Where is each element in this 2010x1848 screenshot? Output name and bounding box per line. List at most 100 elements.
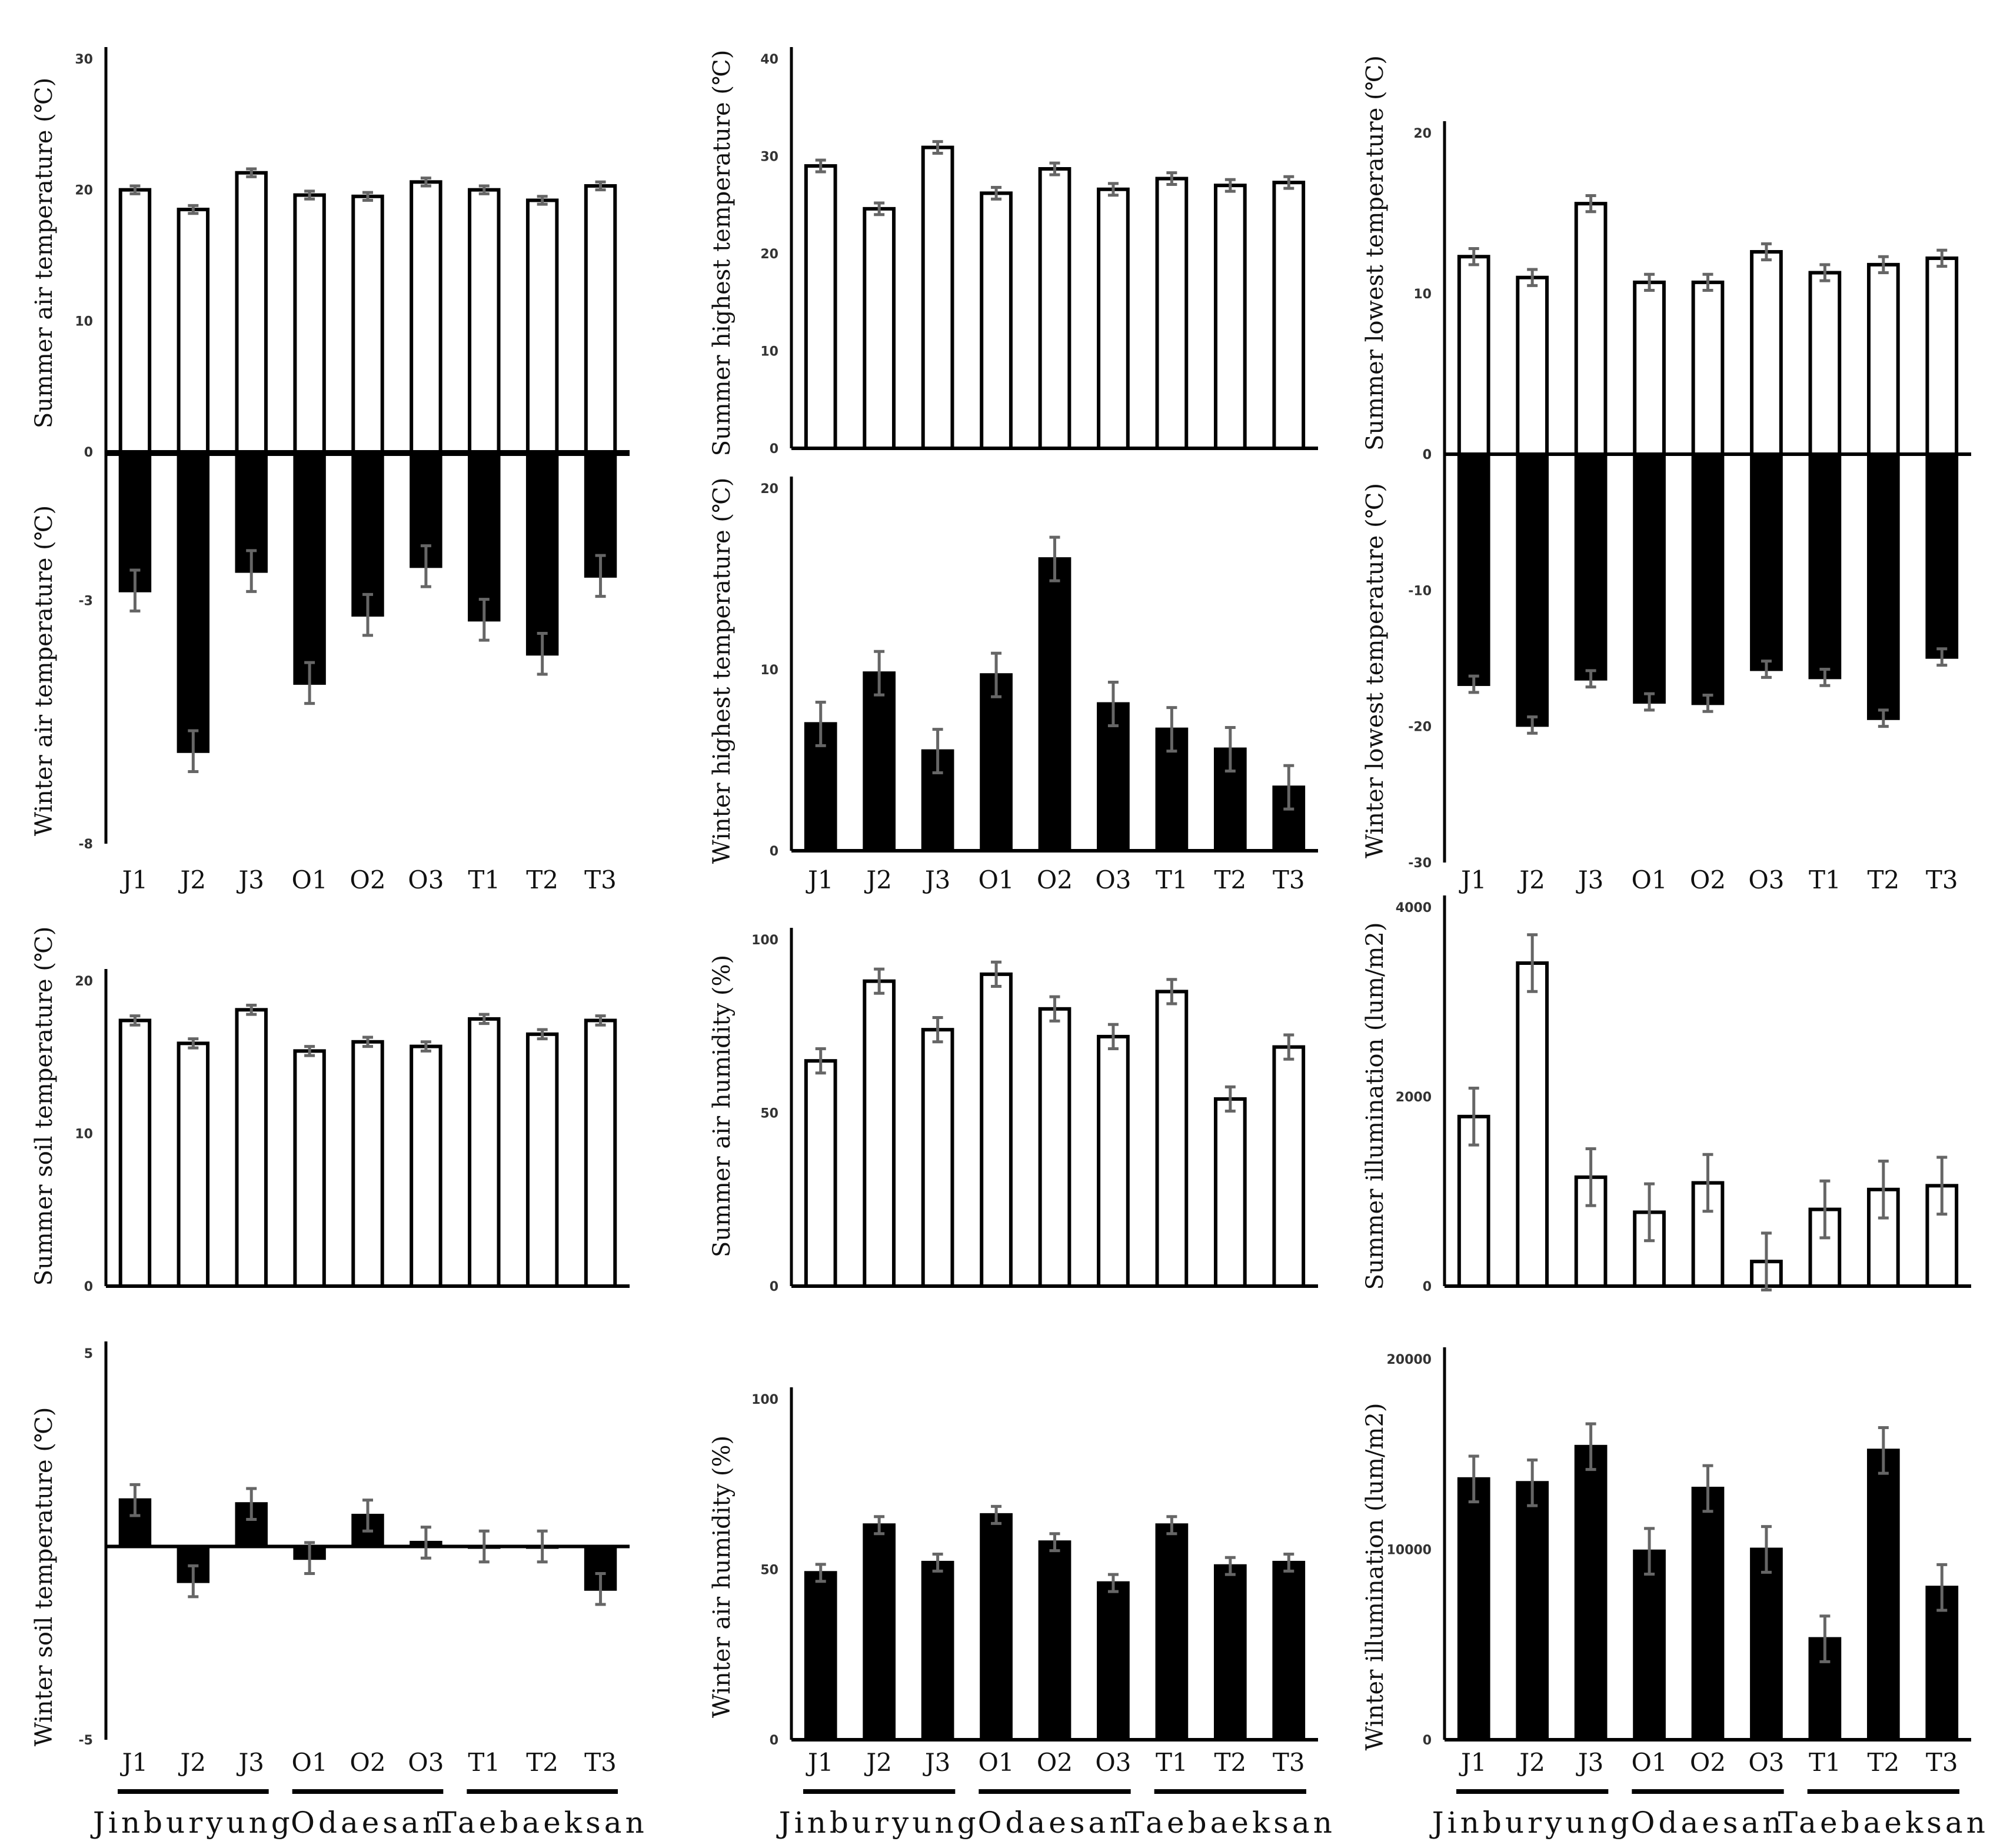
y-tick-label: 0 <box>770 1280 778 1294</box>
x-tick-label-O2: O2 <box>350 865 385 894</box>
bar-J3 <box>921 1560 954 1742</box>
bar-T1 <box>1155 1523 1189 1742</box>
error-bar-T3 <box>1936 647 1948 667</box>
bar-T2 <box>525 1032 559 1288</box>
error-bar-J1 <box>129 568 141 612</box>
y-axis-label: Winter air humidity (%) <box>708 1436 736 1718</box>
panel-winter-air: -3 -8 Winter air temperature (℃) J1 J2 J3 O1 O2… <box>31 442 630 1777</box>
bar-T1 <box>1808 452 1842 680</box>
bar-J2 <box>1516 1481 1549 1742</box>
error-bar-J2 <box>1527 715 1538 735</box>
error-bar-J1 <box>815 1563 826 1583</box>
bar-J2 <box>863 979 896 1288</box>
x-tick-label-T2: T2 <box>526 1748 558 1777</box>
error-bar-J3 <box>1585 669 1596 689</box>
bar-O1 <box>293 452 326 685</box>
error-bar-T2 <box>1878 708 1889 728</box>
error-bar-T1 <box>1166 706 1177 753</box>
x-tick-label-T3: T3 <box>1926 865 1958 894</box>
bar-O2 <box>351 194 384 454</box>
error-bar-T2 <box>1224 178 1236 193</box>
error-bar-T3 <box>1283 764 1294 811</box>
panel-summer-humidity: 0 50 100 Summer air humidity (%) <box>708 928 1318 1294</box>
error-bar-T1 <box>478 598 490 642</box>
error-bar-O1 <box>304 1045 315 1057</box>
x-tick-label-J3: J3 <box>923 865 951 894</box>
error-bar-O2 <box>362 1499 373 1533</box>
group-label-taebaeksan: Taebaeksan <box>437 1806 648 1840</box>
x-tick-label-T1: T1 <box>1809 1748 1841 1777</box>
error-bar-J2 <box>874 201 885 217</box>
error-bar-J3 <box>932 140 943 155</box>
y-tick-label: 100 <box>751 933 778 948</box>
bar-O1 <box>1633 280 1666 456</box>
y-axis-label: Winter highest temperature (℃) <box>708 478 736 864</box>
x-tick-label-J1: J1 <box>1459 1748 1487 1777</box>
group-label-odaesan: Odaesan <box>1630 1806 1785 1840</box>
error-bar-T2 <box>537 632 548 676</box>
error-bar-O1 <box>1644 1527 1655 1576</box>
y-axis-label: Summer soil temperature (℃) <box>31 927 58 1286</box>
error-bar-J1 <box>129 1014 141 1027</box>
panel-summer-soil: 0 10 20 Summer soil temperature (℃) <box>31 927 630 1294</box>
x-tick-label-J1: J1 <box>1459 865 1487 894</box>
x-tick-label-T2: T2 <box>1214 865 1246 894</box>
bar-O3 <box>1750 1547 1783 1742</box>
x-tick-label-T2: T2 <box>1867 1748 1899 1777</box>
panel-winter-highest: 0 10 20 Winter highest temperature (℃) J1 J2 J… <box>708 477 1318 1777</box>
y-tick-label: 100 <box>751 1393 778 1407</box>
bar-J2 <box>863 1523 896 1742</box>
x-tick-label-J1: J1 <box>806 865 834 894</box>
bar-J2 <box>177 1544 210 1583</box>
y-tick-label: 0 <box>84 445 93 460</box>
y-tick-label: -10 <box>1408 584 1432 598</box>
bar-O2 <box>1038 1007 1071 1288</box>
error-bar-T3 <box>595 1014 606 1027</box>
x-tick-label-T1: T1 <box>468 1748 500 1777</box>
error-bar-O3 <box>420 1040 431 1053</box>
error-bar-J1 <box>1468 1454 1479 1504</box>
y-tick-label: 0 <box>1423 448 1432 462</box>
bar-J2 <box>177 208 210 454</box>
bar-O1 <box>980 191 1013 450</box>
bar-O2 <box>1691 280 1725 456</box>
bar-J2 <box>1516 275 1549 456</box>
error-bar-J3 <box>1585 1422 1596 1471</box>
x-tick-label-T3: T3 <box>1273 1748 1305 1777</box>
bar-J3 <box>235 1008 268 1288</box>
bar-J3 <box>921 145 954 450</box>
bar-J1 <box>118 188 152 454</box>
x-tick-label-J3: J3 <box>236 865 264 894</box>
error-bar-O1 <box>991 960 1002 988</box>
error-bar-T1 <box>478 1529 490 1564</box>
bar-O2 <box>1691 452 1725 705</box>
x-tick-label-J1: J1 <box>120 865 148 894</box>
error-bar-T3 <box>1936 1563 1948 1612</box>
x-tick-label-J2: J2 <box>864 865 892 894</box>
bar-J1 <box>1457 452 1490 686</box>
x-tick-label-J3: J3 <box>923 1748 951 1777</box>
error-bar-O3 <box>1761 1231 1772 1291</box>
bar-J3 <box>921 1028 954 1288</box>
y-tick-label: 0 <box>1423 1280 1432 1294</box>
bar-T1 <box>1155 177 1189 450</box>
error-bar-J3 <box>1585 194 1596 214</box>
x-tick-label-T2: T2 <box>1867 865 1899 894</box>
y-axis-label: Summer lowest temperature (℃) <box>1362 55 1389 451</box>
x-tick-label-T1: T1 <box>468 865 500 894</box>
x-tick-label-J2: J2 <box>864 1748 892 1777</box>
error-bar-J3 <box>932 1552 943 1573</box>
x-tick-label-J1: J1 <box>806 1748 834 1777</box>
error-bar-T1 <box>1819 263 1831 282</box>
error-bar-T1 <box>1819 668 1831 687</box>
error-bar-J2 <box>1527 1458 1538 1507</box>
error-bar-J3 <box>932 728 943 775</box>
bar-O3 <box>1750 250 1783 456</box>
error-bar-T2 <box>1878 255 1889 275</box>
error-bar-T1 <box>1819 1614 1831 1663</box>
error-bar-T1 <box>1819 1179 1831 1240</box>
x-tick-label-J2: J2 <box>1517 1748 1545 1777</box>
group-label-odaesan: Odaesan <box>291 1806 445 1840</box>
error-bar-O3 <box>1107 182 1119 197</box>
